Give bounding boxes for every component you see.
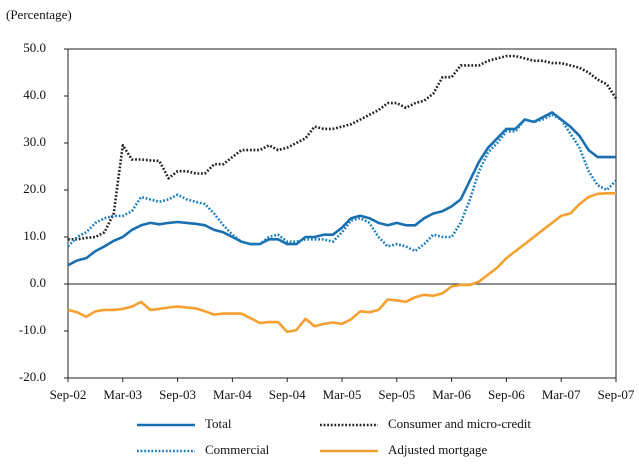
series-line bbox=[67, 192, 616, 334]
plot-frame bbox=[67, 48, 617, 379]
y-tick-label: 20.0 bbox=[23, 181, 46, 196]
legend-label: Adjusted mortgage bbox=[388, 442, 488, 457]
legend-label: Commercial bbox=[205, 442, 270, 457]
series-line bbox=[68, 54, 618, 241]
series-line bbox=[67, 113, 617, 253]
legend-label: Consumer and micro-credit bbox=[388, 416, 531, 431]
x-tick-label: Mar-03 bbox=[103, 387, 142, 402]
x-tick-label: Sep-06 bbox=[488, 387, 525, 402]
y-tick-label: -10.0 bbox=[19, 322, 46, 337]
y-tick-label: 0.0 bbox=[30, 275, 46, 290]
legend-label: Total bbox=[205, 416, 232, 431]
x-tick-label: Sep-03 bbox=[159, 387, 196, 402]
x-tick-label: Mar-06 bbox=[432, 387, 471, 402]
y-tick-label: 10.0 bbox=[23, 228, 46, 243]
x-tick-label: Sep-02 bbox=[50, 387, 87, 402]
series-line bbox=[67, 111, 616, 267]
y-tick-label: 40.0 bbox=[23, 87, 46, 102]
x-tick-label: Sep-04 bbox=[269, 387, 306, 402]
y-tick-label: -20.0 bbox=[19, 369, 46, 384]
x-tick-label: Mar-07 bbox=[542, 387, 581, 402]
x-tick-label: Sep-07 bbox=[598, 387, 635, 402]
y-tick-label: 30.0 bbox=[23, 134, 46, 149]
x-tick-label: Sep-05 bbox=[378, 387, 415, 402]
y-tick-label: 50.0 bbox=[23, 40, 46, 55]
x-tick-label: Mar-04 bbox=[213, 387, 252, 402]
x-tick-label: Mar-05 bbox=[323, 387, 362, 402]
y-axis-label: (Percentage) bbox=[6, 7, 72, 22]
